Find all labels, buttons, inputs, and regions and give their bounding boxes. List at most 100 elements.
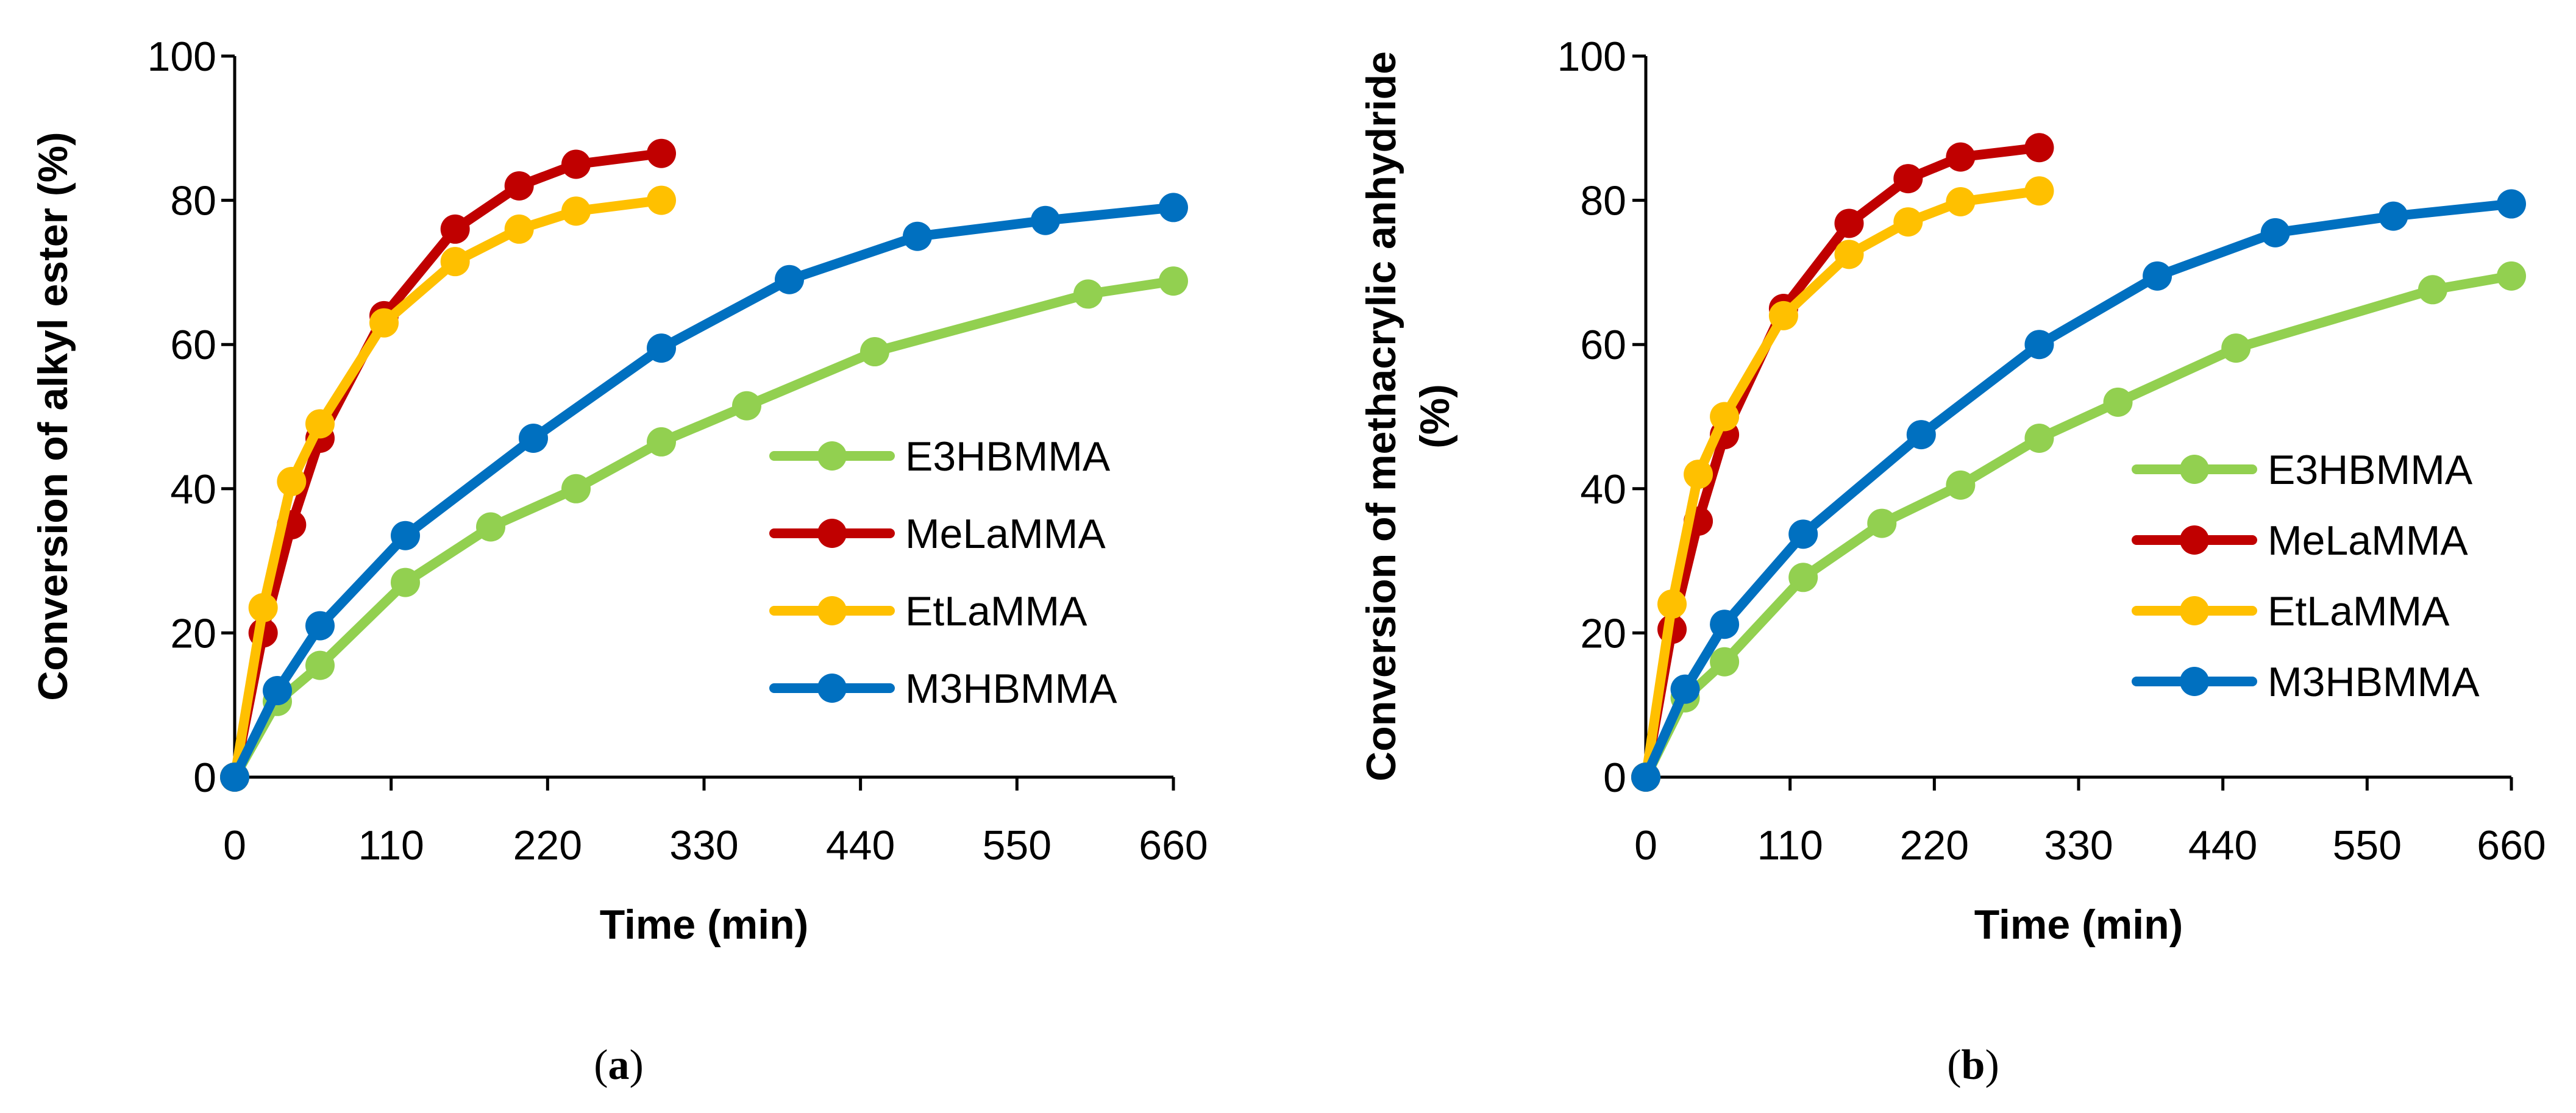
- data-point: [1893, 164, 1923, 194]
- x-tick-label: 220: [513, 822, 582, 869]
- legend-swatch-marker: [817, 674, 847, 703]
- legend-item: M3HBMMA: [769, 666, 1117, 712]
- data-point: [1631, 763, 1660, 792]
- series-m3hbmma: [220, 193, 1188, 792]
- data-point: [504, 171, 534, 201]
- x-tick-label: 0: [1634, 822, 1657, 869]
- y-axis-title: Conversion of methacrylic anhydride (%): [1358, 51, 1458, 781]
- data-point: [775, 265, 804, 294]
- data-point: [277, 466, 307, 496]
- data-point: [860, 337, 889, 367]
- data-point: [440, 247, 470, 277]
- data-point: [1834, 208, 1864, 238]
- data-point: [263, 676, 292, 706]
- legend-label: MeLaMMA: [2268, 517, 2468, 564]
- x-axis-title: Time (min): [1974, 901, 2183, 948]
- data-point: [1670, 674, 1700, 704]
- data-point: [1788, 563, 1818, 592]
- legend-item: EtLaMMA: [2132, 588, 2450, 635]
- x-tick-label: 550: [2333, 822, 2402, 869]
- data-point: [647, 138, 676, 168]
- data-point: [476, 512, 505, 542]
- data-point: [647, 333, 676, 363]
- y-tick-label: 60: [1580, 322, 1626, 368]
- data-point: [1159, 193, 1188, 222]
- legend-label: EtLaMMA: [2268, 588, 2450, 635]
- legend-item: EtLaMMA: [769, 588, 1087, 635]
- data-point: [2024, 330, 2054, 360]
- x-tick-label: 440: [826, 822, 895, 869]
- y-axis-title-line: (%): [1412, 384, 1458, 449]
- legend-swatch-marker: [2180, 596, 2209, 625]
- legend-item: E3HBMMA: [2132, 447, 2473, 493]
- x-tick-label: 550: [983, 822, 1051, 869]
- caption-letter: a: [608, 1042, 630, 1089]
- data-point: [561, 149, 591, 179]
- legend-label: E3HBMMA: [2268, 447, 2473, 493]
- y-tick-label: 40: [1580, 466, 1626, 513]
- data-point: [248, 592, 278, 622]
- data-point: [1946, 470, 1976, 500]
- data-point: [1710, 402, 1740, 432]
- data-point: [1834, 240, 1864, 269]
- x-tick-label: 330: [669, 822, 738, 869]
- legend-swatch-marker: [2180, 455, 2209, 484]
- legend-label: M3HBMMA: [2268, 659, 2480, 705]
- y-tick-label: 100: [1557, 34, 1626, 80]
- legend-swatch-marker: [817, 519, 847, 548]
- y-tick-label: 80: [1580, 178, 1626, 224]
- chart-b: 0 20 40 60 80 100 0 110 220 330 440 550 660 Time (min…: [1358, 34, 2546, 1089]
- caption-open-paren: (: [1947, 1042, 1961, 1089]
- data-point: [1710, 647, 1740, 677]
- data-point: [369, 308, 399, 338]
- y-tick-label: 0: [193, 755, 216, 801]
- legend-label: E3HBMMA: [905, 433, 1111, 480]
- data-point: [305, 650, 335, 680]
- data-point: [1710, 610, 1740, 639]
- caption-close-paren: ): [630, 1042, 644, 1089]
- data-point: [2024, 176, 2054, 206]
- data-point: [903, 221, 932, 251]
- legend-swatch-marker: [817, 441, 847, 471]
- data-point: [561, 474, 591, 503]
- data-point: [391, 567, 420, 597]
- data-point: [1768, 300, 1798, 330]
- series-m3hbmma: [1631, 189, 2526, 792]
- panel-caption: (b): [1947, 1042, 1999, 1089]
- x-tick-label: 220: [1900, 822, 1969, 869]
- data-point: [519, 423, 548, 453]
- data-point: [1893, 207, 1923, 237]
- legend-label: MeLaMMA: [905, 511, 1106, 557]
- y-tick-label: 40: [170, 466, 216, 513]
- data-point: [1073, 279, 1103, 309]
- data-point: [1788, 519, 1818, 549]
- series-line: [230, 202, 1178, 782]
- legend-item: MeLaMMA: [769, 511, 1106, 557]
- legend-swatch-marker: [817, 596, 847, 625]
- data-point: [1657, 589, 1687, 619]
- caption-close-paren: ): [1985, 1042, 1999, 1089]
- data-point: [561, 196, 591, 226]
- legend-label: M3HBMMA: [905, 666, 1117, 712]
- legend-swatch-marker: [2180, 667, 2209, 696]
- legend: E3HBMMA MeLaMMA EtLaMMA M3HBMMA: [2132, 447, 2480, 705]
- legend-item: MeLaMMA: [2132, 517, 2468, 564]
- data-point: [1159, 266, 1188, 296]
- x-tick-label: 660: [2477, 822, 2546, 869]
- x-tick-label: 110: [358, 822, 424, 869]
- legend-label: EtLaMMA: [905, 588, 1087, 635]
- data-point: [2024, 133, 2054, 163]
- data-point: [2221, 333, 2251, 363]
- data-point: [647, 427, 676, 457]
- data-point: [1906, 420, 1936, 450]
- data-point: [1031, 205, 1060, 235]
- y-tick-label: 80: [170, 178, 216, 224]
- data-point: [2418, 275, 2447, 305]
- data-point: [2024, 423, 2054, 453]
- x-tick-label: 0: [223, 822, 246, 869]
- series-line: [1641, 199, 2516, 782]
- series-etlamma: [220, 185, 676, 792]
- legend: E3HBMMA MeLaMMA EtLaMMA M3HBMMA: [769, 433, 1117, 712]
- data-point: [1684, 460, 1713, 489]
